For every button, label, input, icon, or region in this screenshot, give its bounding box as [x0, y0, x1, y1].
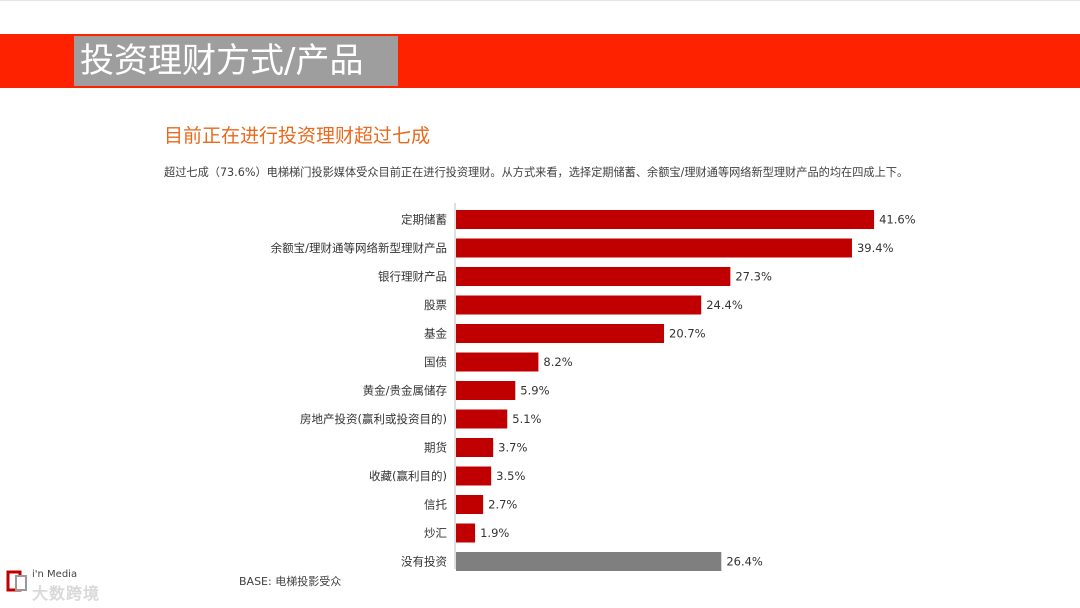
- value-label: 41.6%: [879, 213, 916, 227]
- category-label: 期货: [424, 441, 447, 455]
- value-label: 20.7%: [669, 327, 706, 341]
- bar: [456, 352, 539, 372]
- value-label: 2.7%: [488, 498, 517, 512]
- bar: [456, 438, 494, 457]
- bar: [456, 495, 484, 514]
- media-logo-icon: [6, 570, 27, 592]
- value-label: 27.3%: [735, 270, 772, 284]
- category-label: 银行理财产品: [378, 270, 447, 284]
- watermark-logo: i'n Media 大数跨境: [6, 566, 156, 606]
- bar: [456, 409, 508, 429]
- category-label: 余额宝/理财通等网络新型理财产品: [271, 241, 447, 255]
- watermark-overlay: 大数跨境: [32, 584, 101, 603]
- base-note: BASE: 电梯投影受众: [239, 575, 342, 588]
- category-label: 定期储蓄: [401, 213, 447, 227]
- watermark-brand: i'n Media: [32, 569, 78, 580]
- category-label: 黄金/贵金属储存: [363, 384, 447, 398]
- value-label: 1.9%: [480, 526, 509, 540]
- value-label: 3.7%: [498, 441, 527, 455]
- top-divider: [0, 0, 1080, 1]
- chart-description: 超过七成（73.6%）电梯梯门投影媒体受众目前正在进行投资理财。从方式来看，选择…: [164, 166, 909, 179]
- value-label: 5.9%: [520, 384, 549, 398]
- bar: [456, 324, 665, 343]
- bar: [456, 381, 516, 400]
- bar-no-investment: [456, 552, 722, 571]
- value-label: 5.1%: [512, 412, 541, 426]
- value-label: 24.4%: [706, 298, 743, 312]
- category-label: 房地产投资(赢利或投资目的): [300, 412, 447, 426]
- category-label: 国债: [424, 355, 447, 369]
- bar: [456, 267, 731, 286]
- category-label: 股票: [424, 298, 447, 312]
- chart-subtitle: 目前正在进行投资理财超过七成: [164, 125, 431, 147]
- bar: [456, 466, 492, 486]
- category-label: 基金: [424, 327, 447, 341]
- bar: [456, 238, 852, 258]
- category-label: 没有投资: [401, 555, 447, 569]
- header-title-block: [74, 36, 398, 86]
- page-title: 投资理财方式/产品: [80, 41, 364, 81]
- value-label: 8.2%: [543, 355, 572, 369]
- category-label: 炒汇: [424, 526, 447, 540]
- value-label: 3.5%: [496, 469, 525, 483]
- value-label: 26.4%: [726, 555, 763, 569]
- bar: [456, 295, 702, 315]
- category-label: 信托: [424, 498, 447, 512]
- value-label: 39.4%: [857, 241, 894, 255]
- category-label: 收藏(赢利目的): [369, 469, 447, 483]
- bar: [456, 523, 476, 543]
- bar: [456, 210, 875, 229]
